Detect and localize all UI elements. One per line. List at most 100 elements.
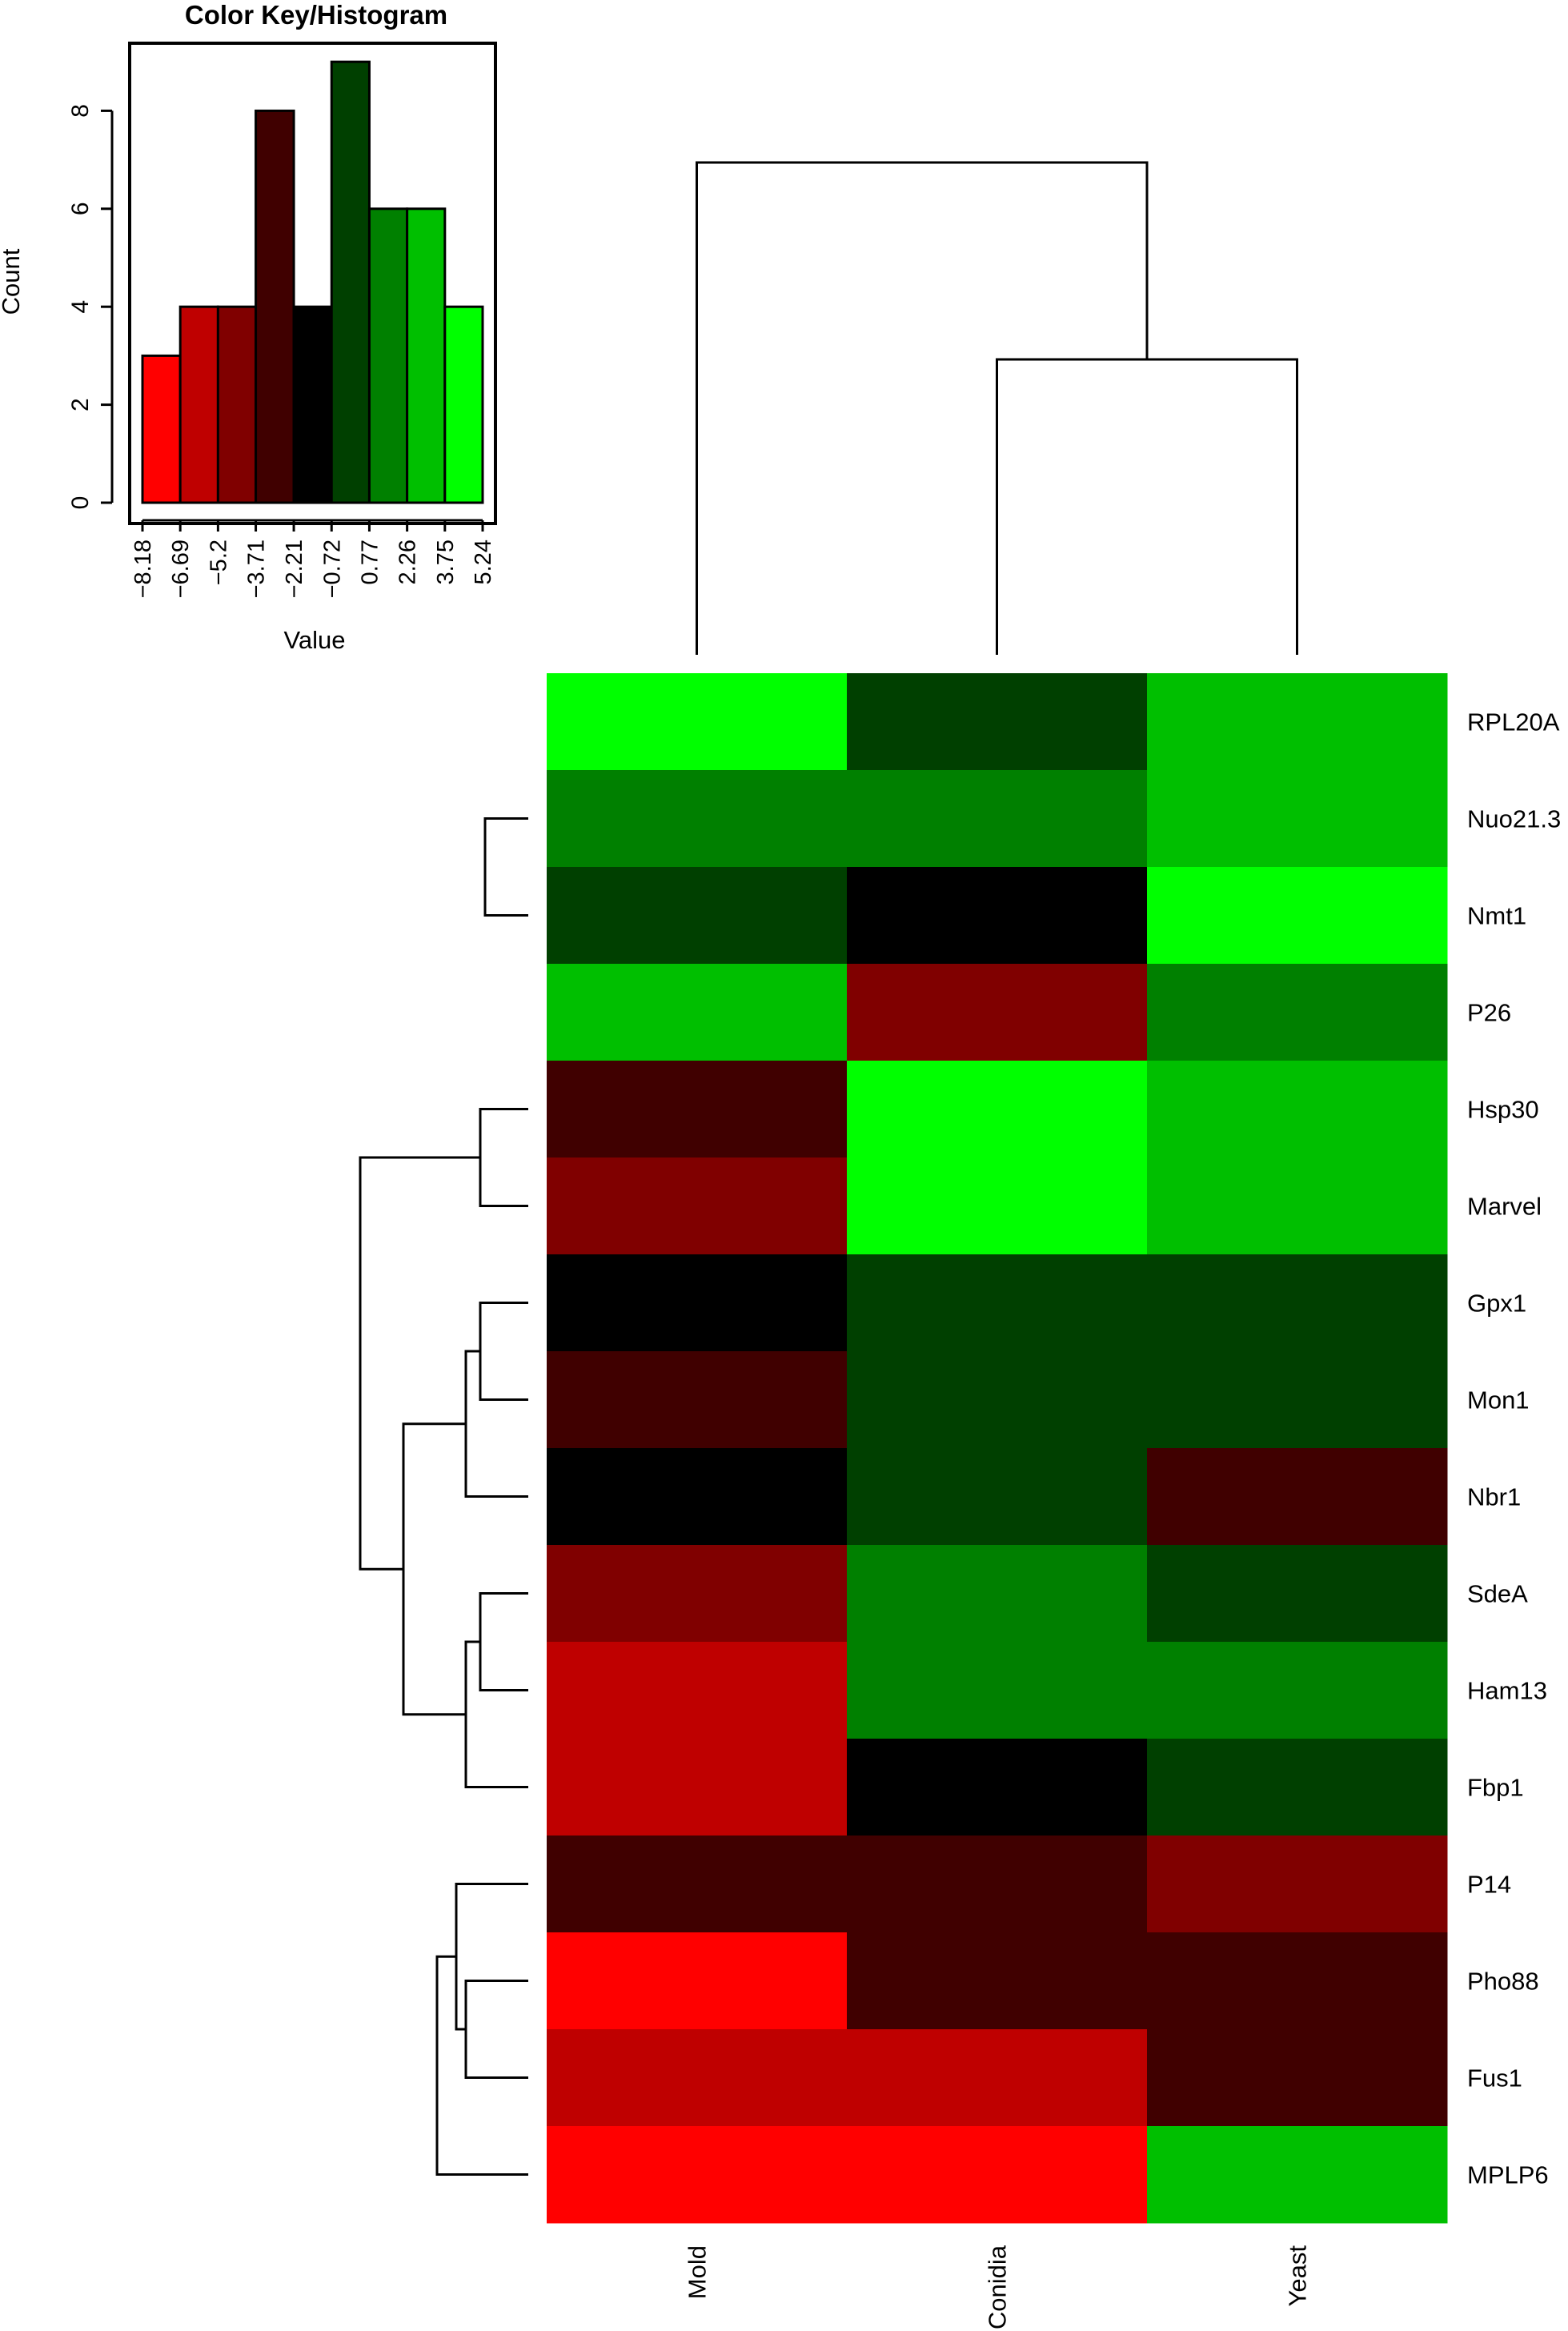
heatmap-cell: [847, 1932, 1148, 2030]
histogram-bar: [178, 305, 219, 504]
row-label: P14: [1467, 1871, 1511, 1899]
heatmap-cell: [1147, 1254, 1448, 1352]
heatmap-cell: [847, 673, 1148, 771]
heatmap-cell: [1147, 2126, 1448, 2224]
heatmap-cell: [547, 1351, 848, 1449]
row-label: Nmt1: [1467, 902, 1526, 930]
row-dendrogram: [359, 817, 528, 2176]
heatmap-cell: [547, 1836, 848, 1933]
heatmap-cell: [547, 1448, 848, 1546]
heatmap-cell: [847, 2126, 1148, 2224]
heatmap-cell: [547, 1061, 848, 1158]
heatmap-cell: [1147, 1351, 1448, 1449]
color-key-histogram: Color Key/Histogram Value Count 0 2 4 6 8 −8…: [0, 0, 497, 654]
heatmap-cell: [1147, 1448, 1448, 1546]
heatmap-cell: [547, 2029, 848, 2127]
heatmap-cell: [1147, 770, 1448, 868]
heatmap-cell: [1147, 1836, 1448, 1933]
histogram-y-tick-label: 8: [67, 104, 94, 118]
heatmap-cell: [847, 770, 1148, 868]
row-label: Gpx1: [1467, 1290, 1526, 1318]
row-label: Nbr1: [1467, 1483, 1521, 1511]
row-label: Hsp30: [1467, 1096, 1539, 1124]
row-label: MPLP6: [1467, 2161, 1549, 2189]
heatmap-cell: [847, 1545, 1148, 1643]
heatmap-cell: [547, 1642, 848, 1739]
dendrogram-branch: [359, 1156, 480, 1571]
histogram-bar: [443, 305, 484, 504]
heatmap-cell: [1147, 1642, 1448, 1739]
heatmap-cell: [847, 1836, 1148, 1933]
dendrogram-branch: [435, 1955, 528, 2176]
row-label: Fus1: [1467, 2064, 1522, 2092]
heatmap-cell: [1147, 1739, 1448, 1836]
histogram-y-tick-label: 6: [67, 202, 94, 215]
heatmap-cell: [547, 964, 848, 1061]
heatmap-cell: [847, 1739, 1148, 1836]
histogram-x-tick-label: −5.2: [206, 540, 231, 585]
heatmap-cell: [1147, 2029, 1448, 2127]
heatmap-cell: [547, 673, 848, 771]
histogram-y-axis-label: Count: [0, 248, 25, 315]
heatmap-cell: [1147, 673, 1448, 771]
heatmap-cell: [1147, 1157, 1448, 1255]
heatmap-cell: [547, 2126, 848, 2224]
histogram-title: Color Key/Histogram: [185, 0, 447, 30]
histogram-bar: [216, 305, 258, 504]
histogram-x-tick-label: −3.71: [244, 540, 270, 598]
heatmap-cell: [547, 1932, 848, 2030]
histogram-y-tick-label: 0: [67, 496, 94, 510]
heatmap-cell: [547, 1545, 848, 1643]
histogram-bar: [255, 109, 295, 504]
column-label: Yeast: [1284, 2245, 1312, 2307]
histogram-bar: [330, 60, 371, 504]
heatmap-cell: [847, 1351, 1148, 1449]
histogram-plot-frame: [128, 42, 497, 525]
row-label: Marvel: [1467, 1193, 1542, 1221]
heatmap-cell: [1147, 1545, 1448, 1643]
heatmap-cell: [847, 1254, 1148, 1352]
heatmap-cell: [847, 867, 1148, 965]
row-label: Mon1: [1467, 1386, 1530, 1414]
histogram-y-tick-label: 4: [67, 300, 94, 314]
heatmap-cell: [847, 2029, 1148, 2127]
histogram-x-tick-label: −2.21: [282, 540, 307, 598]
row-labels: RPL20A Nuo21.3 Nmt1 P26 Hsp30 Marvel Gpx1 Mon1 N…: [1467, 708, 1561, 2189]
heatmap-cell: [547, 867, 848, 965]
column-dendrogram: [696, 161, 1298, 655]
histogram-x-tick-label: −6.69: [168, 540, 194, 598]
heatmap-cell: [847, 1061, 1148, 1158]
column-label: Conidia: [984, 2245, 1012, 2329]
histogram-x-tick-label: 2.26: [395, 540, 421, 584]
heatmap-cell: [1147, 1061, 1448, 1158]
histogram-x-tick-label: −8.18: [130, 540, 156, 598]
row-label: Ham13: [1467, 1677, 1547, 1705]
heatmap-cell: [847, 1642, 1148, 1739]
dendrogram-branch: [483, 817, 528, 917]
heatmap-cell: [1147, 867, 1448, 965]
heatmap-cell: [547, 1254, 848, 1352]
histogram-bars: [141, 60, 484, 504]
heatmap-cell: [847, 1448, 1148, 1546]
histogram-bar: [406, 207, 447, 504]
heatmap-cell: [547, 1157, 848, 1255]
heatmap-cells: [547, 673, 1448, 2224]
row-label: Fbp1: [1467, 1774, 1524, 1802]
histogram-y-axis: 0 2 4 6 8: [67, 104, 114, 510]
row-label: SdeA: [1467, 1580, 1528, 1608]
histogram-x-tick-label: 3.75: [433, 540, 459, 584]
histogram-bar: [141, 354, 182, 504]
histogram-x-tick-label: 5.24: [471, 540, 496, 584]
histogram-bar: [367, 207, 409, 504]
heatmap-cell: [1147, 1932, 1448, 2030]
histogram-x-tick-label: −0.72: [319, 540, 345, 598]
heatmap-cell: [1147, 964, 1448, 1061]
histogram-x-tick-label: 0.77: [357, 540, 383, 584]
histogram-bar: [292, 305, 333, 504]
histogram-y-tick-label: 2: [67, 398, 94, 411]
dendrogram-branch: [696, 161, 1149, 655]
row-label: RPL20A: [1467, 708, 1560, 736]
heatmap-cell: [547, 770, 848, 868]
row-label: Pho88: [1467, 1968, 1539, 1996]
row-label: P26: [1467, 999, 1511, 1027]
